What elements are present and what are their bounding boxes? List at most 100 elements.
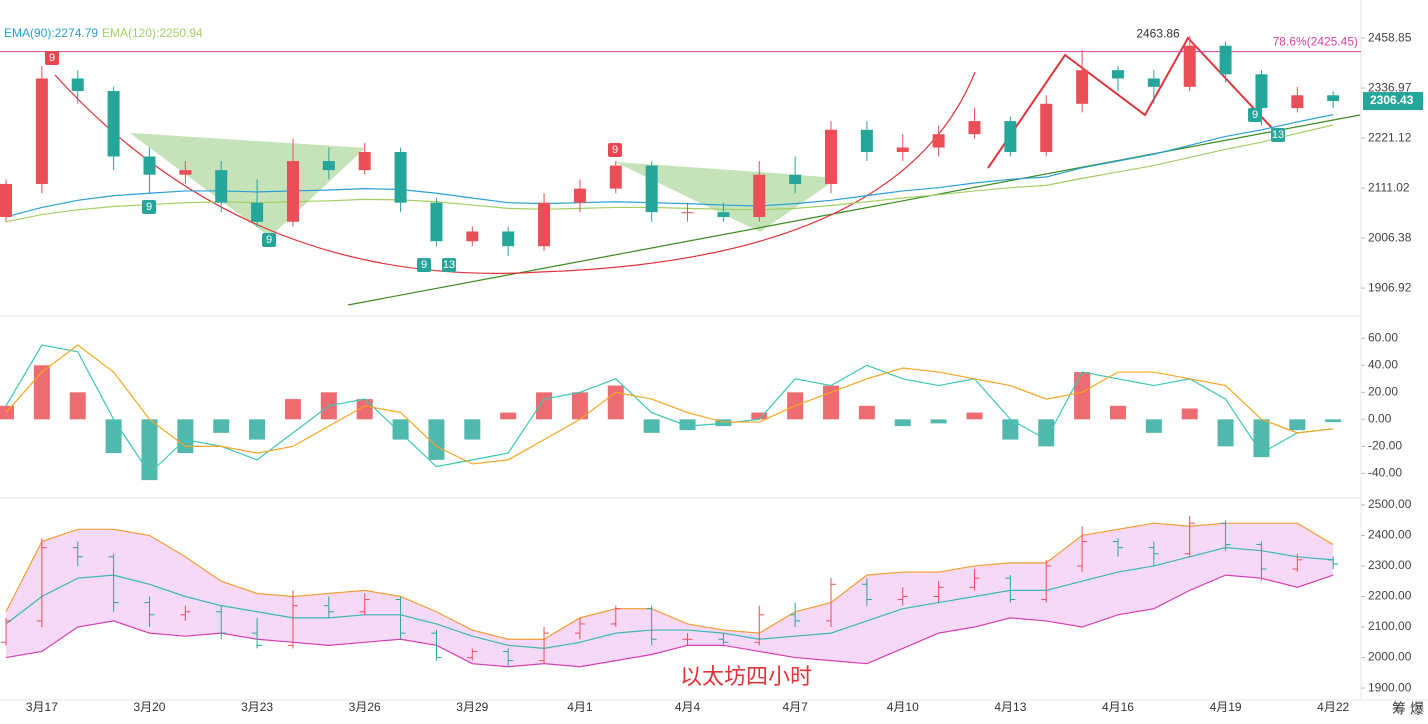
y-tick-label: 0.00 — [1368, 412, 1392, 426]
side-button[interactable]: 爆 — [1410, 701, 1424, 717]
y-tick-label: 20.00 — [1368, 384, 1398, 398]
candle-body — [1183, 45, 1196, 87]
candle-body — [286, 161, 299, 222]
y-tick-label: -40.00 — [1368, 466, 1402, 480]
candle-body — [538, 202, 551, 247]
macd-bar — [1181, 408, 1198, 420]
x-tick-label: 4月19 — [1210, 700, 1242, 714]
x-tick-label: 4月22 — [1317, 700, 1349, 714]
legend-ema90: EMA(90):2274.79 — [4, 26, 98, 40]
td-marker-label: 9 — [612, 144, 618, 156]
lower-band — [5, 574, 1334, 668]
y-tick-label: 2000.00 — [1368, 650, 1412, 664]
price-tag-label: 2306.43 — [1370, 93, 1414, 107]
candle-body — [645, 165, 658, 213]
y-tick-label: 2111.02 — [1368, 180, 1410, 194]
macd-bar — [894, 419, 911, 427]
y-tick-label: -20.00 — [1368, 439, 1402, 453]
y-tick-label: 2458.85 — [1368, 30, 1412, 44]
candle-body — [968, 121, 981, 135]
macd-bar — [392, 419, 409, 440]
macd-line — [5, 344, 1334, 475]
candle-body — [215, 170, 228, 203]
candle-body — [1291, 95, 1304, 109]
candle-body — [251, 202, 264, 222]
legend-ema120: EMA(120):2250.94 — [102, 26, 203, 40]
macd-bar — [284, 399, 301, 420]
candle-body — [0, 183, 12, 217]
upper-band — [5, 522, 1334, 640]
y-tick-label: 40.00 — [1368, 357, 1398, 371]
td-marker-label: 9 — [266, 234, 272, 246]
macd-line — [5, 344, 1334, 465]
macd-bar — [930, 419, 947, 424]
macd-bar — [249, 419, 266, 440]
candle-body — [1076, 70, 1089, 104]
candle-body — [896, 147, 909, 153]
pattern-shape — [130, 133, 365, 237]
y-tick-label: 2100.00 — [1368, 619, 1412, 633]
candle-body — [609, 165, 622, 189]
y-tick-label: 2200.00 — [1368, 589, 1412, 603]
side-button[interactable]: 筹 — [1392, 701, 1406, 717]
drawings — [130, 133, 838, 278]
x-tick-label: 3月26 — [349, 700, 381, 714]
td-marker — [442, 258, 456, 272]
macd-bar — [966, 412, 983, 420]
td-marker-label: 9 — [146, 201, 152, 213]
macd-bar — [536, 392, 553, 420]
td-marker — [608, 143, 622, 157]
macd-bar — [1217, 419, 1234, 447]
candle-body — [932, 134, 945, 148]
macd-bar — [1325, 419, 1342, 423]
x-tick-label: 4月16 — [1102, 700, 1134, 714]
y-tick-label: 1906.92 — [1368, 280, 1412, 294]
high-annotation: 2463.86 — [1136, 26, 1180, 40]
candle-body — [789, 174, 802, 184]
td-marker — [142, 200, 156, 214]
macd-bar — [1145, 419, 1162, 433]
macd-bar — [464, 419, 481, 440]
macd-bar — [33, 365, 50, 420]
middle-band — [5, 547, 1334, 650]
macd-bar — [356, 399, 373, 420]
x-tick-label: 3月17 — [26, 700, 58, 714]
macd-bar — [1074, 372, 1091, 420]
td-marker-label: 13 — [1272, 129, 1284, 141]
macd-bar — [858, 405, 875, 420]
fib-label: 78.6%(2425.45) — [1273, 35, 1358, 49]
candle-body — [394, 152, 407, 203]
candle-body — [1147, 78, 1160, 87]
candle-body — [107, 91, 120, 157]
td-marker — [262, 233, 276, 247]
macd-bar — [141, 419, 158, 481]
td-marker — [45, 51, 59, 65]
candle-body — [1040, 103, 1053, 153]
candle-body — [430, 202, 443, 242]
y-tick-label: 2300.00 — [1368, 558, 1412, 572]
candle-body — [825, 129, 838, 184]
band-fill — [6, 523, 1334, 667]
macd-bar — [105, 419, 122, 454]
y-tick-label: 2221.12 — [1368, 130, 1412, 144]
candle-body — [753, 174, 766, 217]
macd-bar — [643, 419, 660, 433]
candle-body — [1255, 74, 1268, 109]
macd-bar — [751, 412, 768, 420]
macd-bar — [1253, 419, 1270, 458]
y-tick-label: 1900.00 — [1368, 680, 1412, 694]
candle-body — [179, 170, 192, 175]
macd-bar — [500, 412, 517, 420]
candle-body — [358, 152, 371, 171]
y-tick-label: 60.00 — [1368, 330, 1398, 344]
x-tick-label: 4月7 — [782, 700, 808, 714]
caption: 以太坊四小时 — [680, 664, 812, 689]
x-tick-label: 4月13 — [994, 700, 1026, 714]
td-marker-label: 13 — [443, 259, 455, 271]
candle-body — [35, 78, 48, 184]
candle-body — [860, 129, 873, 153]
candle-body — [717, 212, 730, 217]
macd-bar — [1002, 419, 1019, 440]
candle-body — [322, 161, 335, 171]
